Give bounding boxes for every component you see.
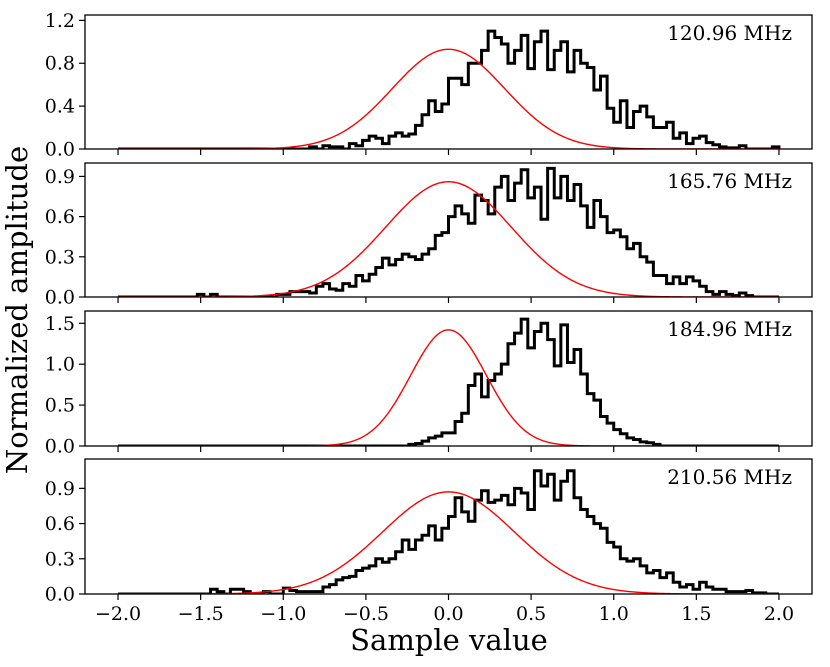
x-tick-label: 1.5 — [681, 603, 711, 625]
x-tick-label: 1.0 — [599, 603, 629, 625]
x-tick-label: −2.0 — [95, 603, 141, 625]
gaussian-fit-3 — [118, 329, 779, 446]
frequency-label: 120.96 MHz — [667, 21, 792, 45]
panel-4: 0.0 0.3 0.6 0.9 210.56 MHz — [45, 458, 813, 606]
histogram-series-3 — [118, 317, 779, 446]
frequency-label: 210.56 MHz — [667, 465, 792, 489]
y-tick-label: 0.0 — [45, 584, 75, 606]
histogram-series-4 — [118, 469, 779, 594]
histogram-series-1 — [118, 29, 781, 149]
y-tick-label: 1.2 — [45, 10, 75, 32]
y-tick-label: 1.5 — [45, 313, 75, 335]
frequency-label: 184.96 MHz — [667, 317, 792, 341]
panels: 0.0 0.4 0.8 1.2 120.96 MHz 0.0 0.3 0.6 0.9 165.76… — [45, 10, 813, 625]
x-tick-labels: −2.0 −1.5 −1.0 −0.5 0.0 0.5 1.0 1.5 2.0 — [95, 603, 794, 625]
y-tick-label: 0.9 — [45, 478, 75, 500]
y-tick-label: 0.5 — [45, 395, 75, 417]
panel-2: 0.0 0.3 0.6 0.9 165.76 MHz — [45, 162, 813, 309]
y-tick-label: 0.3 — [45, 246, 75, 268]
y-tick-label: 0.3 — [45, 548, 75, 570]
x-tick-label: −1.5 — [178, 603, 224, 625]
y-tick-label: 0.6 — [45, 513, 75, 535]
x-tick-label: 0.5 — [516, 603, 546, 625]
y-tick-label: 0.4 — [45, 96, 75, 118]
y-tick-label: 0.9 — [45, 166, 75, 188]
y-tick-label: 0.6 — [45, 206, 75, 228]
panel-3: 0.0 0.5 1.0 1.5 184.96 MHz — [45, 310, 813, 458]
y-tick-label: 1.0 — [45, 354, 75, 376]
y-tick-label: 0.8 — [45, 53, 75, 75]
x-tick-label: −1.0 — [260, 603, 306, 625]
y-axis-title: Normalized amplitude — [0, 146, 34, 474]
x-axis-title: Sample value — [350, 623, 548, 657]
gaussian-fit-4 — [118, 491, 779, 594]
frequency-label: 165.76 MHz — [667, 169, 792, 193]
x-tick-label: 2.0 — [764, 603, 794, 625]
x-tick-label: 0.0 — [433, 603, 463, 625]
y-tick-label: 0.0 — [45, 139, 75, 161]
panel-1: 0.0 0.4 0.8 1.2 120.96 MHz — [45, 10, 813, 161]
y-tick-label: 0.0 — [45, 287, 75, 309]
y-tick-label: 0.0 — [45, 436, 75, 458]
x-tick-label: −0.5 — [343, 603, 389, 625]
